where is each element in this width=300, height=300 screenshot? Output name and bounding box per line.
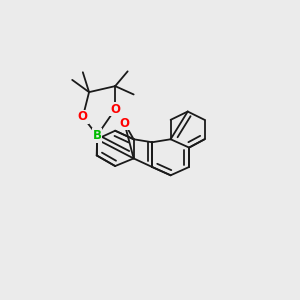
- Text: B: B: [93, 129, 102, 142]
- Text: O: O: [119, 117, 129, 130]
- Text: O: O: [78, 110, 88, 123]
- Text: O: O: [110, 103, 120, 116]
